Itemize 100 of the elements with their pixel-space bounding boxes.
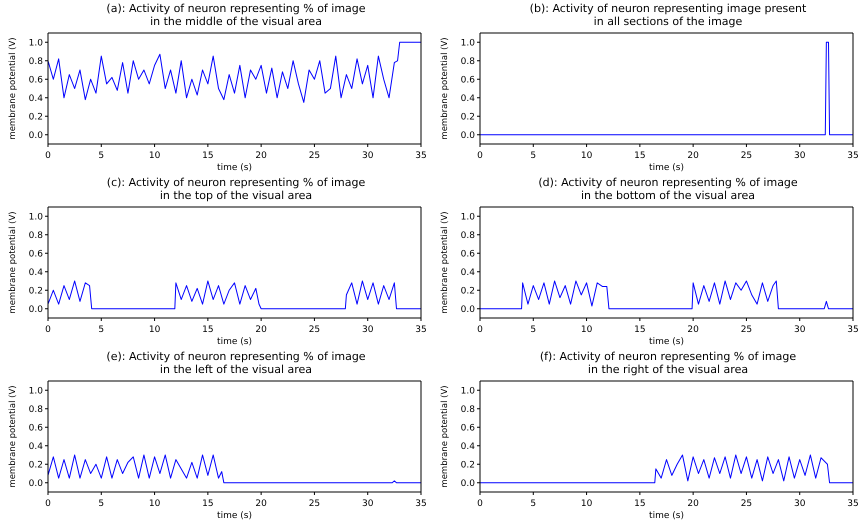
- y-tick-label: 1.0: [460, 386, 476, 396]
- x-tick-label: 0: [45, 325, 52, 335]
- y-tick-label: 1.0: [28, 386, 44, 396]
- x-tick-label: 0: [477, 151, 484, 161]
- x-tick-label: 20: [687, 499, 700, 509]
- y-axis-title: membrane potential (V): [8, 211, 18, 314]
- y-tick-label: 0.2: [28, 112, 43, 122]
- x-tick-label: 35: [415, 151, 427, 161]
- x-tick-label: 5: [530, 151, 536, 161]
- y-axis-title: membrane potential (V): [440, 385, 450, 488]
- y-tick-label: 0.4: [460, 442, 476, 452]
- y-tick-label: 0.2: [28, 286, 43, 296]
- y-axis-title: membrane potential (V): [8, 385, 18, 488]
- y-tick-label: 0.8: [28, 404, 44, 415]
- y-tick-label: 0.8: [28, 230, 44, 241]
- y-tick-label: 1.0: [460, 212, 476, 222]
- y-tick-label: 0.0: [460, 130, 476, 141]
- x-tick-label: 25: [740, 325, 752, 335]
- y-tick-label: 0.6: [460, 75, 476, 86]
- x-tick-label: 10: [148, 151, 161, 161]
- x-tick-label: 5: [98, 499, 104, 509]
- y-tick-label: 0.4: [28, 268, 44, 278]
- x-tick-label: 10: [580, 151, 593, 161]
- x-tick-label: 0: [45, 499, 52, 509]
- x-tick-label: 0: [45, 151, 52, 161]
- x-tick-label: 30: [794, 499, 806, 509]
- line-series: [48, 454, 421, 484]
- y-tick-label: 0.8: [460, 56, 476, 67]
- x-tick-label: 20: [255, 499, 268, 509]
- x-tick-label: 10: [148, 325, 161, 335]
- y-tick-label: 0.8: [460, 230, 476, 241]
- x-tick-label: 10: [580, 499, 593, 509]
- y-tick-label: 0.6: [28, 423, 44, 434]
- x-tick-label: 35: [415, 499, 427, 509]
- x-tick-label: 20: [687, 325, 700, 335]
- x-tick-label: 5: [530, 325, 536, 335]
- x-axis-title: time (s): [649, 163, 684, 173]
- y-tick-label: 0.2: [28, 460, 43, 470]
- x-tick-label: 0: [477, 499, 484, 509]
- y-tick-label: 0.4: [28, 94, 44, 104]
- x-tick-label: 20: [687, 151, 700, 161]
- chart-title: (b): Activity of neuron representing image present in all sections of the image: [528, 2, 808, 28]
- y-tick-label: 0.4: [28, 442, 44, 452]
- chart-title: (f): Activity of neuron representing % of image in the right of the visual area: [538, 350, 798, 376]
- line-series: [480, 454, 853, 484]
- y-tick-label: 0.4: [460, 268, 476, 278]
- x-tick-label: 30: [362, 151, 374, 161]
- y-tick-label: 0.6: [460, 249, 476, 260]
- x-tick-label: 15: [634, 151, 646, 161]
- x-tick-label: 30: [362, 325, 374, 335]
- x-tick-label: 5: [98, 325, 104, 335]
- y-tick-label: 0.2: [460, 460, 475, 470]
- x-tick-label: 25: [308, 499, 320, 509]
- y-tick-label: 0.6: [28, 249, 44, 260]
- x-tick-label: 15: [202, 325, 214, 335]
- x-tick-label: 15: [202, 151, 214, 161]
- x-tick-label: 30: [362, 499, 374, 509]
- x-tick-label: 25: [740, 151, 752, 161]
- y-tick-label: 0.0: [460, 478, 476, 489]
- y-tick-label: 1.0: [460, 38, 476, 48]
- y-tick-label: 0.8: [28, 56, 44, 67]
- x-axis-title: time (s): [217, 163, 252, 173]
- x-tick-label: 5: [98, 151, 104, 161]
- chart-title: (e): Activity of neuron representing % of image in the left of the visual area: [105, 350, 367, 376]
- line-series: [48, 42, 421, 103]
- y-axis-title: membrane potential (V): [440, 211, 450, 314]
- y-tick-label: 0.0: [28, 304, 44, 315]
- y-tick-label: 0.2: [460, 112, 475, 122]
- y-tick-label: 0.8: [460, 404, 476, 415]
- y-tick-label: 0.2: [460, 286, 475, 296]
- x-tick-label: 35: [847, 499, 859, 509]
- x-tick-label: 25: [308, 325, 320, 335]
- x-tick-label: 0: [477, 325, 484, 335]
- x-axis-title: time (s): [217, 337, 252, 347]
- y-tick-label: 0.0: [28, 478, 44, 489]
- x-axis-title: time (s): [649, 511, 684, 521]
- x-tick-label: 20: [255, 151, 268, 161]
- y-axis-title: membrane potential (V): [8, 37, 18, 140]
- chart-title: (c): Activity of neuron representing % of image in the top of the visual area: [106, 176, 366, 202]
- x-tick-label: 35: [415, 325, 427, 335]
- line-series: [480, 280, 853, 310]
- y-tick-label: 0.0: [460, 304, 476, 315]
- x-axis-title: time (s): [217, 511, 252, 521]
- x-tick-label: 15: [634, 499, 646, 509]
- y-tick-label: 0.6: [28, 75, 44, 86]
- chart-title: (a): Activity of neuron representing % of image in the middle of the visual area: [105, 2, 367, 28]
- chart-title: (d): Activity of neuron representing % of image in the bottom of the visual area: [537, 176, 799, 202]
- x-tick-label: 35: [847, 325, 859, 335]
- x-tick-label: 10: [148, 499, 161, 509]
- x-tick-label: 20: [255, 325, 268, 335]
- x-tick-label: 10: [580, 325, 593, 335]
- y-axis-title: membrane potential (V): [440, 37, 450, 140]
- y-tick-label: 0.0: [28, 130, 44, 141]
- x-tick-label: 25: [740, 499, 752, 509]
- x-tick-label: 15: [202, 499, 214, 509]
- y-tick-label: 0.6: [460, 423, 476, 434]
- x-tick-label: 25: [308, 151, 320, 161]
- x-tick-label: 5: [530, 499, 536, 509]
- x-tick-label: 35: [847, 151, 859, 161]
- x-axis-title: time (s): [649, 337, 684, 347]
